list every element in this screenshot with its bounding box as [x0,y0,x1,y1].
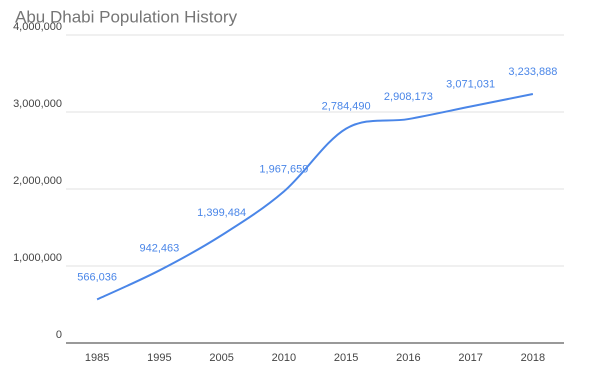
x-tick-label: 1995 [147,352,171,364]
y-tick-label: 3,000,000 [13,98,62,110]
data-label: 3,233,888 [508,66,557,78]
x-tick-label: 1985 [85,352,109,364]
y-tick-label: 1,000,000 [13,252,62,264]
x-tick-label: 2005 [209,352,233,364]
data-label: 942,463 [139,242,179,254]
data-label: 1,967,659 [259,163,308,175]
line [96,93,534,301]
data-label: 1,399,484 [197,207,246,219]
x-tick-label: 2016 [396,352,420,364]
data-label: 2,908,173 [384,91,433,103]
x-tick-label: 2010 [272,352,296,364]
y-tick-label: 2,000,000 [13,175,62,187]
y-tick-label: 0 [56,329,62,341]
data-label: 566,036 [77,271,117,283]
x-tick-label: 2018 [521,352,545,364]
y-tick-label: 4,000,000 [13,21,62,33]
chart-title: Abu Dhabi Population History [15,7,238,26]
x-tick-label: 2015 [334,352,358,364]
x-tick-label: 2017 [458,352,482,364]
data-label: 2,784,490 [322,101,371,113]
data-label: 3,071,031 [446,78,495,90]
